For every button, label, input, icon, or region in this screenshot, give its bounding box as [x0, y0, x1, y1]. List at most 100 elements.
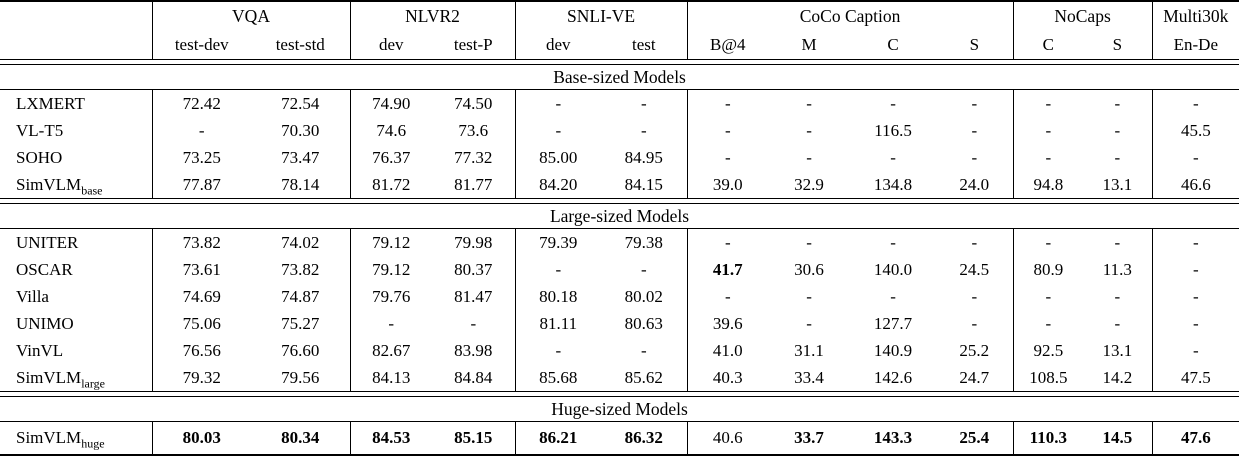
metric-value: 77.87	[151, 171, 251, 199]
metric-value: 45.5	[1151, 117, 1239, 144]
table-row-simvlm-huge: SimVLMhuge 80.03 80.34 84.53 85.15 86.21 86.32…	[0, 421, 1239, 455]
metric-value: -	[640, 93, 647, 113]
metric-value: 80.02	[624, 286, 663, 306]
metric-value: 79.12	[349, 228, 433, 256]
metric-value: -	[1151, 228, 1239, 256]
metric-value: 24.5	[959, 259, 990, 279]
metric-value: -	[640, 340, 647, 360]
benchmark-results-table: VQA NLVR2 SNLI-VE CoCo Caption NoCaps Multi30…	[0, 0, 1239, 456]
metric-value: 47.5	[1151, 364, 1239, 392]
metric-value: 92.5	[1012, 337, 1084, 364]
column-group-snli-ve: SNLI-VE	[514, 1, 688, 31]
model-name-cell: Villa	[0, 283, 152, 310]
metric-value: 72.54	[281, 93, 320, 113]
column-group-vqa: VQA	[151, 1, 351, 31]
metric-value: 85.00	[514, 144, 602, 171]
metric-value: 81.77	[454, 174, 493, 194]
model-name-cell: VinVL	[0, 337, 152, 364]
section-title-huge-sized-models: Huge-sized Models	[0, 396, 1239, 422]
metric-value: 72.42	[151, 89, 251, 117]
metric-value: -	[806, 147, 812, 167]
metric-value: 74.87	[281, 286, 320, 306]
table-row-simvlm-large: SimVLMlarge 79.32 79.56 84.13 84.84 85.68 85.6…	[0, 364, 1239, 392]
metric-value: -	[806, 286, 812, 306]
metric-value: -	[1012, 144, 1084, 171]
metric-value: 84.15	[624, 174, 663, 194]
model-column-header	[0, 1, 152, 31]
model-name-cell: SimVLMbase	[0, 171, 152, 199]
column-header-en-de-g6: En-De	[1151, 31, 1239, 60]
metric-value: 80.37	[454, 259, 493, 279]
metric-value: 73.61	[151, 256, 251, 283]
model-name-cell: UNITER	[0, 229, 152, 257]
metric-value: -	[1151, 337, 1239, 364]
table-body: Base-sized Models LXMERT 72.42 72.54 74.90 74…	[0, 59, 1239, 455]
metric-value: 73.47	[281, 147, 320, 167]
metric-value: -	[1012, 228, 1084, 256]
metric-value: 85.68	[514, 364, 602, 392]
metric-value: 40.6	[686, 421, 769, 455]
model-size-subscript: large	[81, 375, 105, 390]
metric-value: -	[686, 144, 769, 171]
metric-value: 81.47	[454, 286, 493, 306]
metric-value: 84.84	[454, 367, 493, 387]
metric-value: 73.82	[151, 228, 251, 256]
metric-value: -	[890, 147, 896, 167]
metric-value: 75.06	[151, 310, 251, 337]
metric-value: 78.14	[281, 174, 320, 194]
metric-value: 74.90	[349, 89, 433, 117]
metric-value: -	[1114, 286, 1121, 306]
model-name: Villa	[16, 286, 49, 306]
metric-value: -	[1114, 313, 1121, 333]
metric-value: 39.6	[686, 310, 769, 337]
metric-value: 142.6	[873, 367, 913, 387]
metric-value: 85.62	[624, 367, 663, 387]
metric-value: 31.1	[794, 340, 824, 360]
column-header-test-std-g1: test-std	[275, 35, 325, 54]
metric-value: -	[971, 313, 978, 333]
metric-value: 79.38	[624, 232, 663, 252]
metric-value: 25.2	[959, 340, 990, 360]
metric-value: 24.0	[959, 174, 990, 194]
metric-value: -	[806, 232, 812, 252]
metric-value: 11.3	[1102, 259, 1132, 279]
model-name-cell: UNIMO	[0, 310, 152, 337]
metric-value: 24.7	[959, 367, 990, 387]
metric-value: -	[514, 117, 602, 144]
metric-value: 140.9	[873, 340, 913, 360]
metric-value: -	[1114, 232, 1121, 252]
metric-value: 127.7	[873, 313, 913, 333]
metric-value: 79.12	[349, 256, 433, 283]
model-size-subscript: base	[81, 182, 103, 197]
metric-value: 80.34	[281, 428, 320, 447]
metric-value: 143.3	[873, 428, 913, 447]
metric-value: 74.50	[454, 93, 493, 113]
metric-value: -	[640, 120, 647, 140]
table-row-simvlm-base: SimVLMbase 77.87 78.14 81.72 81.77 84.20 84.15…	[0, 171, 1239, 199]
metric-value: 74.02	[281, 232, 320, 252]
model-size-subscript: huge	[81, 436, 105, 451]
metric-value: -	[686, 283, 769, 310]
table-row-uniter: UNITER 73.82 74.02 79.12 79.98 79.39 79.38 - - - -…	[0, 228, 1239, 257]
metric-value: 76.37	[349, 144, 433, 171]
metric-value: -	[1151, 283, 1239, 310]
model-name: LXMERT	[16, 93, 85, 113]
metric-value: 73.6	[458, 120, 489, 140]
column-header-test-g3: test	[631, 35, 656, 54]
metric-value: 74.6	[349, 117, 433, 144]
metric-value: 79.39	[514, 228, 602, 256]
metric-value: -	[806, 313, 812, 333]
metric-value: -	[514, 337, 602, 364]
metric-value: -	[890, 232, 896, 252]
metric-value: 25.4	[959, 428, 990, 447]
metric-value: 40.3	[686, 364, 769, 392]
metric-value: 140.0	[873, 259, 913, 279]
metric-value: 80.18	[514, 283, 602, 310]
metric-value: -	[686, 228, 769, 256]
model-name-cell: SimVLMlarge	[0, 364, 152, 392]
metric-value: -	[1012, 283, 1084, 310]
metric-value: -	[1151, 310, 1239, 337]
section-divider-rule	[0, 391, 1239, 397]
column-group-coco-caption: CoCo Caption	[686, 1, 1014, 31]
metric-value: -	[971, 93, 978, 113]
